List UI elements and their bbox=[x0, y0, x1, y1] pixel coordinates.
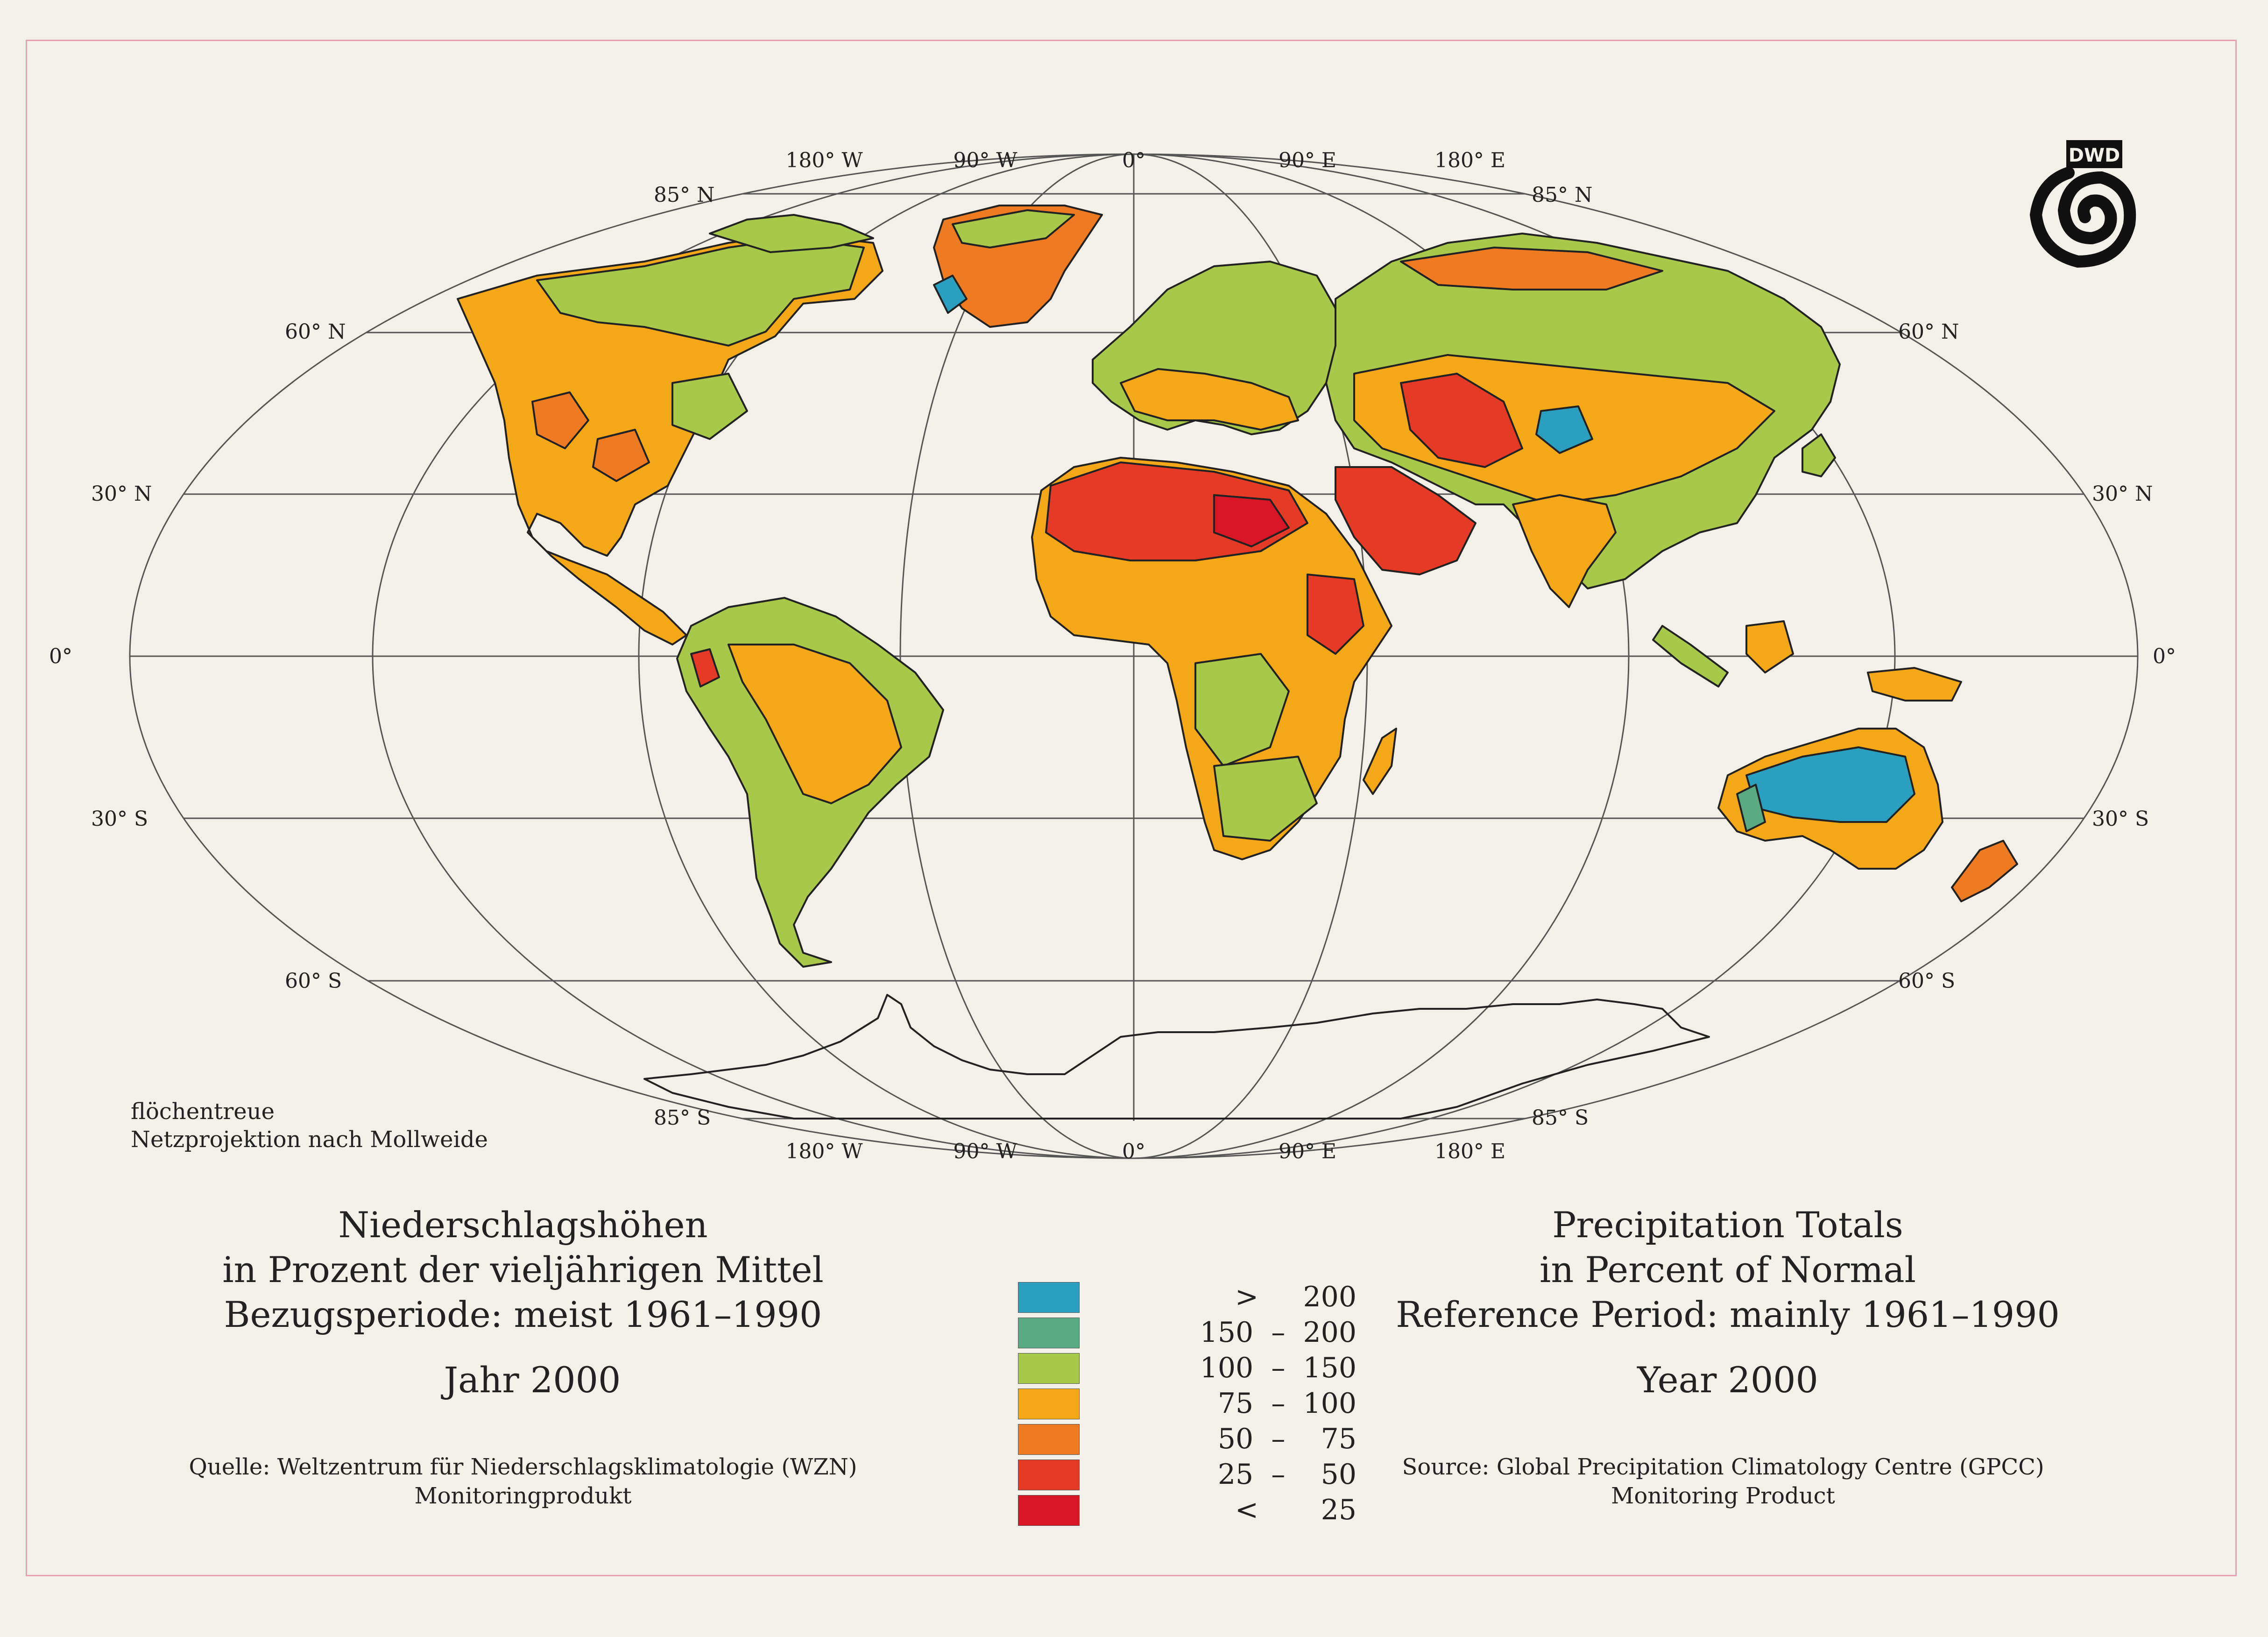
lat-label-60n-left: 60° N bbox=[285, 320, 346, 344]
legend-swatch bbox=[1018, 1495, 1080, 1526]
lat-label-85n-left: 85° N bbox=[654, 183, 715, 207]
japan bbox=[1802, 433, 1836, 477]
title-german-line-1: Niederschlagshöhen bbox=[338, 1204, 708, 1246]
north-america-red-2 bbox=[592, 429, 650, 482]
australia-blue bbox=[1745, 746, 1915, 823]
legend-label: 50 – 75 bbox=[1217, 1423, 1357, 1455]
lat-label-60n-right: 60° N bbox=[1898, 320, 1959, 344]
continents bbox=[457, 205, 2018, 1120]
legend-label: < 25 bbox=[1235, 1494, 1357, 1526]
asia-red bbox=[1400, 373, 1523, 468]
lat-label-30s-right: 30° S bbox=[2092, 807, 2149, 831]
year-german: Jahr 2000 bbox=[444, 1359, 621, 1401]
legend-swatch bbox=[1018, 1282, 1080, 1313]
title-english-line-1: Precipitation Totals bbox=[1552, 1204, 1903, 1246]
lat-label-60s-right: 60° S bbox=[1898, 969, 1956, 993]
borneo bbox=[1745, 620, 1794, 673]
north-america-green bbox=[536, 237, 865, 347]
legend-label: 150 – 200 bbox=[1200, 1316, 1357, 1349]
africa-sahara-deep bbox=[1213, 494, 1290, 547]
arctic-islands bbox=[709, 214, 874, 253]
lat-label-30n-right: 30° N bbox=[2092, 482, 2153, 506]
lat-label-30n-left: 30° N bbox=[91, 482, 152, 506]
sumatra bbox=[1652, 625, 1729, 687]
year-english: Year 2000 bbox=[1637, 1359, 1818, 1401]
africa-south-green bbox=[1213, 756, 1318, 842]
arabia bbox=[1335, 466, 1477, 575]
lat-label-85n-right: 85° N bbox=[1532, 183, 1593, 207]
north-america-red bbox=[531, 391, 589, 449]
greenland-green bbox=[952, 209, 1075, 248]
svg-text:DWD: DWD bbox=[2069, 145, 2120, 166]
madagascar bbox=[1363, 728, 1397, 795]
source-english: Source: Global Precipitation Climatology… bbox=[1402, 1453, 2044, 1510]
lon-label-180w-top: 180° W bbox=[785, 149, 863, 172]
new-guinea bbox=[1867, 667, 1962, 702]
north-america bbox=[457, 233, 883, 645]
south-america-orange bbox=[728, 644, 902, 804]
lat-label-30s-left: 30° S bbox=[91, 807, 148, 831]
lon-label-90w-bottom: 90° W bbox=[953, 1140, 1017, 1163]
antarctica bbox=[643, 994, 1710, 1120]
asia-blue bbox=[1535, 405, 1593, 454]
title-german-line-3: Bezugsperiode: meist 1961–1990 bbox=[224, 1294, 822, 1335]
map-frame bbox=[26, 40, 2237, 1576]
africa-east-red bbox=[1307, 574, 1364, 655]
lat-label-85s-left: 85° S bbox=[654, 1106, 711, 1130]
north-america-green-2 bbox=[671, 373, 748, 440]
lon-label-90w-top: 90° W bbox=[953, 149, 1017, 172]
legend-label: 25 – 50 bbox=[1217, 1458, 1357, 1491]
title-german: Niederschlagshöhen in Prozent der vieljä… bbox=[222, 1203, 824, 1337]
lon-label-90e-bottom: 90° E bbox=[1278, 1140, 1337, 1163]
projection-note-line-2: Netzprojektion nach Mollweide bbox=[131, 1127, 488, 1153]
legend-label: > 200 bbox=[1235, 1281, 1357, 1313]
source-german-line-1: Quelle: Weltzentrum für Niederschlagskli… bbox=[189, 1454, 857, 1480]
africa-green bbox=[1194, 653, 1290, 767]
legend-swatch bbox=[1018, 1460, 1080, 1490]
greenland-blue bbox=[933, 275, 968, 314]
legend-swatch bbox=[1018, 1353, 1080, 1384]
south-america-red bbox=[690, 648, 720, 687]
legend-label: 100 – 150 bbox=[1200, 1352, 1357, 1384]
title-english: Precipitation Totals in Percent of Norma… bbox=[1396, 1203, 2060, 1337]
lon-label-90e-top: 90° E bbox=[1278, 149, 1337, 172]
siberia-orange bbox=[1400, 247, 1663, 291]
australia-green bbox=[1736, 784, 1766, 832]
lat-label-eq-right: 0° bbox=[2153, 645, 2176, 668]
legend-label: 75 – 100 bbox=[1217, 1387, 1357, 1420]
legend-swatch bbox=[1018, 1424, 1080, 1455]
dwd-spiral-logo-icon: DWD bbox=[2029, 140, 2136, 268]
lat-label-60s-left: 60° S bbox=[285, 969, 342, 993]
projection-note: flöchentreue Netzprojektion nach Mollwei… bbox=[131, 1098, 488, 1154]
lon-label-180e-top: 180° E bbox=[1434, 149, 1506, 172]
new-zealand bbox=[1951, 840, 2018, 902]
graticule bbox=[129, 153, 2139, 1159]
lon-label-180e-bottom: 180° E bbox=[1434, 1140, 1506, 1163]
title-english-line-3: Reference Period: mainly 1961–1990 bbox=[1396, 1294, 2060, 1335]
lon-label-0-bottom: 0° bbox=[1122, 1140, 1145, 1163]
projection-note-line-1: flöchentreue bbox=[131, 1098, 275, 1125]
source-english-line-2: Monitoring Product bbox=[1611, 1483, 1835, 1509]
legend-swatch bbox=[1018, 1318, 1080, 1348]
india bbox=[1512, 494, 1617, 608]
lon-label-180w-bottom: 180° W bbox=[785, 1140, 863, 1163]
lat-label-85s-right: 85° S bbox=[1532, 1106, 1589, 1130]
title-german-line-2: in Prozent der vieljährigen Mittel bbox=[222, 1249, 824, 1290]
legend-swatch bbox=[1018, 1389, 1080, 1419]
title-english-line-2: in Percent of Normal bbox=[1540, 1249, 1916, 1290]
source-english-line-1: Source: Global Precipitation Climatology… bbox=[1402, 1454, 2044, 1480]
lon-label-0-top: 0° bbox=[1122, 149, 1145, 172]
lat-label-eq-left: 0° bbox=[49, 645, 72, 668]
source-german-line-2: Monitoringprodukt bbox=[414, 1483, 632, 1509]
source-german: Quelle: Weltzentrum für Niederschlagskli… bbox=[189, 1453, 857, 1510]
europe-orange bbox=[1120, 368, 1299, 431]
